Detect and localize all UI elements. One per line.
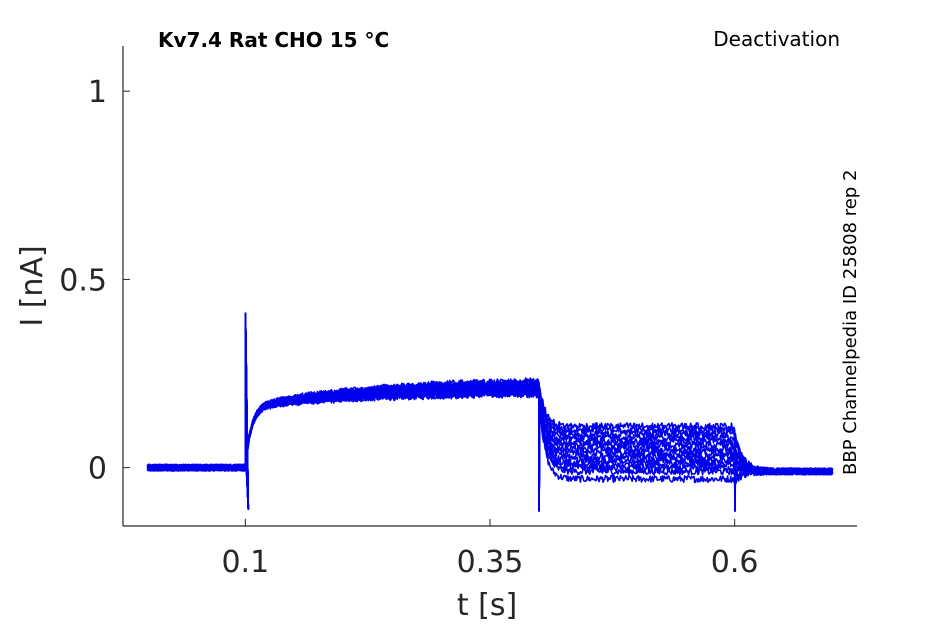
- source-label: BBP Channelpedia ID 25808 rep 2: [840, 170, 861, 475]
- y-tick-label: 0: [88, 452, 107, 487]
- chart-title: Kv7.4 Rat CHO 15 °C: [158, 28, 389, 52]
- protocol-label: Deactivation: [713, 27, 840, 51]
- x-ticks: 0.1 0.35 0.6: [221, 519, 759, 580]
- current-traces: [146, 312, 834, 512]
- x-tick-label: 0.1: [221, 545, 269, 580]
- y-axis-label: I [nA]: [15, 245, 50, 326]
- x-tick-label: 0.6: [711, 545, 759, 580]
- current-trace: [146, 312, 834, 512]
- x-tick-label: 0.35: [457, 545, 524, 580]
- y-tick-label: 0.5: [59, 263, 107, 298]
- y-ticks: 00.51: [59, 75, 130, 487]
- y-tick-label: 1: [88, 75, 107, 110]
- x-axis-label: t [s]: [457, 588, 517, 623]
- axes: [122, 46, 857, 527]
- current-trace: [146, 312, 833, 512]
